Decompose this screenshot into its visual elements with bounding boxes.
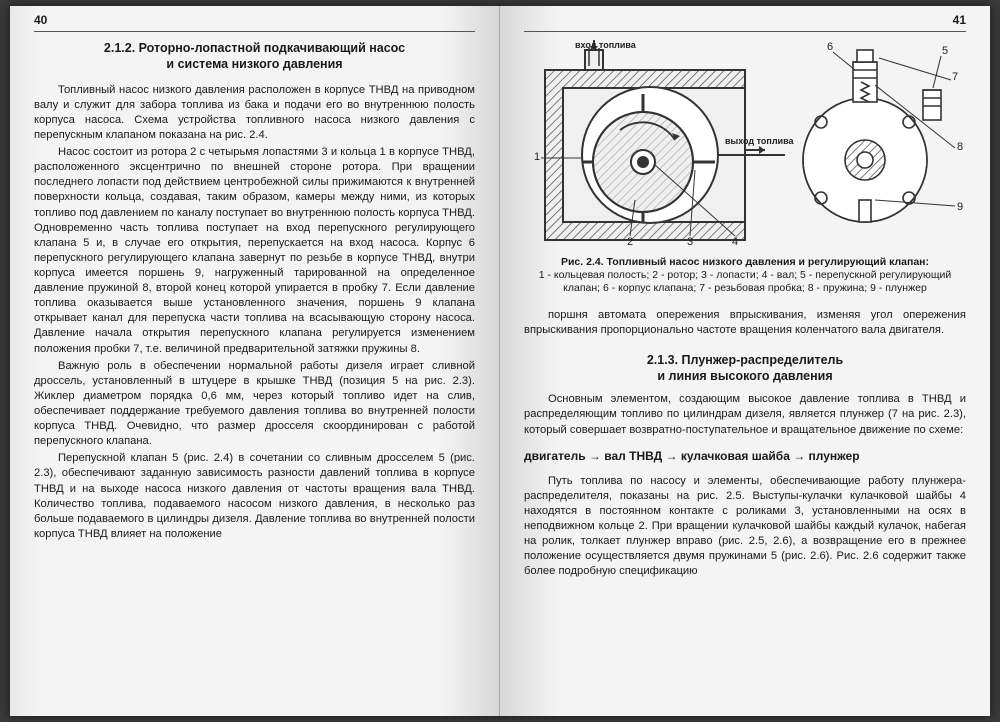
heading-line-1: 2.1.2. Роторно-лопастной подкачивающий н… xyxy=(104,41,405,55)
fig-num-9: 9 xyxy=(957,201,963,213)
fig-num-4: 4 xyxy=(732,236,738,248)
paragraph: Важную роль в обеспечении нормальной раб… xyxy=(34,359,475,450)
heading-line-2: и линия высокого давления xyxy=(657,369,832,383)
kinematic-scheme: двигатель → вал ТНВД → кулачковая шайба … xyxy=(524,448,966,464)
fig-num-6: 6 xyxy=(827,41,833,53)
paragraph: Путь топлива по насосу и элементы, обесп… xyxy=(524,474,966,580)
book-spread: 40 2.1.2. Роторно-лопастной подкачивающи… xyxy=(10,6,990,716)
heading-2-1-3: 2.1.3. Плунжер-распределитель и линия вы… xyxy=(524,352,966,385)
paragraph: поршня автомата опережения впрыскивания,… xyxy=(524,308,966,338)
fig-num-5: 5 xyxy=(942,45,948,57)
pump-diagram-svg: 1 2 3 4 5 6 7 8 xyxy=(525,40,965,250)
heading-2-1-2: 2.1.2. Роторно-лопастной подкачивающий н… xyxy=(34,40,475,73)
page-right: 41 xyxy=(500,6,990,716)
paragraph: Насос состоит из ротора 2 с четырьмя лоп… xyxy=(34,145,475,357)
heading-line-2: и система низкого давления xyxy=(166,57,342,71)
fig-num-7: 7 xyxy=(952,71,958,83)
fig-caption-body: 1 - кольцевая полость; 2 - ротор; 3 - ло… xyxy=(539,269,951,294)
page-left: 40 2.1.2. Роторно-лопастной подкачивающи… xyxy=(10,6,500,716)
heading-line-1: 2.1.3. Плунжер-распределитель xyxy=(647,353,843,367)
paragraph: Перепускной клапан 5 (рис. 2.4) в сочета… xyxy=(34,451,475,542)
fig-label-inlet: вход топлива xyxy=(575,40,637,50)
paragraph: Основным элементом, создающим высокое да… xyxy=(524,392,966,437)
fig-caption-title: Рис. 2.4. Топливный насос низкого давлен… xyxy=(561,256,929,268)
fig-num-8: 8 xyxy=(957,141,963,153)
fig-num-1: 1 xyxy=(534,151,540,163)
fig-num-3: 3 xyxy=(687,236,693,248)
fig-num-2: 2 xyxy=(627,236,633,248)
paragraph: Топливный насос низкого давления располо… xyxy=(34,83,475,143)
page-number-right: 41 xyxy=(524,12,966,32)
figure-caption: Рис. 2.4. Топливный насос низкого давлен… xyxy=(528,256,962,295)
page-number-left: 40 xyxy=(34,12,475,32)
figure-2-4: 1 2 3 4 5 6 7 8 xyxy=(525,40,965,250)
fig-label-outlet: выход топлива xyxy=(725,136,794,146)
